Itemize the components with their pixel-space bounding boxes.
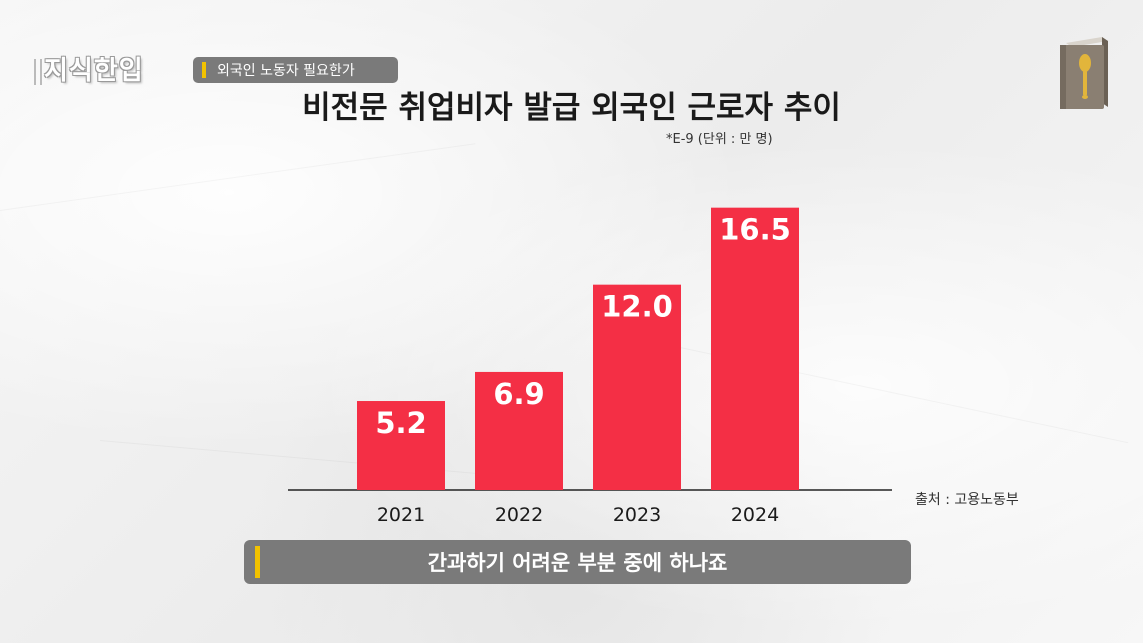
caption-accent — [255, 546, 260, 578]
x-tick-label-2021: 2021 — [377, 504, 425, 526]
bar-2023 — [593, 284, 681, 490]
bar-2022 — [475, 371, 563, 490]
topic-tag-accent — [202, 62, 206, 78]
data-label-2024: 16.5 — [719, 213, 791, 247]
topic-tag: 외국인 노동자 필요한가 — [193, 57, 398, 83]
data-label-2022: 6.9 — [493, 377, 544, 411]
x-tick-label-2022: 2022 — [495, 504, 543, 526]
x-tick-label-2024: 2024 — [731, 504, 779, 526]
chart-source: 출처 : 고용노동부 — [915, 492, 1019, 508]
caption-text: 간과하기 어려운 부분 중에 하나죠 — [427, 551, 728, 575]
bar-2021 — [357, 401, 445, 490]
channel-logo: 지식한입 — [34, 50, 144, 87]
chart-title: 비전문 취업비자 발급 외국인 근로자 추이 — [302, 90, 841, 126]
caption-box: 간과하기 어려운 부분 중에 하나죠 — [244, 540, 911, 584]
topic-tag-label: 외국인 노동자 필요한가 — [217, 63, 355, 79]
book-icon — [1060, 37, 1108, 109]
bar-2024 — [711, 207, 799, 490]
data-label-2023: 12.0 — [601, 290, 673, 324]
data-label-2021: 5.2 — [375, 406, 426, 440]
x-tick-label-2023: 2023 — [613, 504, 661, 526]
chart-unit-note: *E-9 (단위 : 만 명) — [666, 132, 773, 147]
